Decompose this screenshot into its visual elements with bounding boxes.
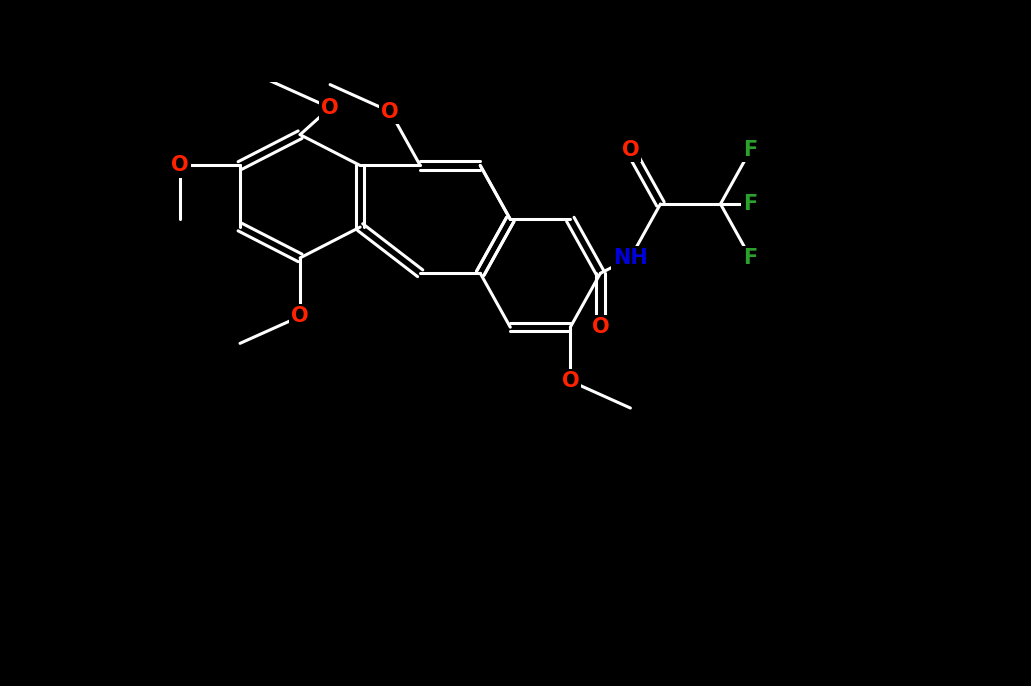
Text: O: O bbox=[292, 307, 309, 327]
Text: O: O bbox=[592, 317, 609, 338]
Text: F: F bbox=[743, 194, 758, 214]
Text: O: O bbox=[171, 156, 189, 176]
Text: O: O bbox=[322, 97, 339, 118]
Text: O: O bbox=[381, 102, 399, 121]
Text: O: O bbox=[622, 140, 639, 160]
Text: O: O bbox=[562, 371, 579, 391]
Text: F: F bbox=[743, 140, 758, 160]
Text: NH: NH bbox=[613, 248, 647, 268]
Text: F: F bbox=[743, 248, 758, 268]
